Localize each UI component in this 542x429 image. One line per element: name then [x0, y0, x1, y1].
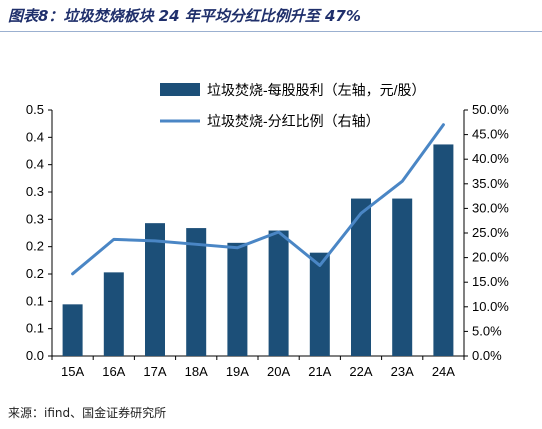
source-note: 来源：ifind、国金证券研究所	[8, 406, 167, 420]
left-tick-label: 0.3	[26, 211, 44, 226]
right-tick-label: 15.0%	[472, 274, 509, 289]
right-tick-label: 10.0%	[472, 299, 509, 314]
x-tick-label: 22A	[349, 364, 372, 379]
left-tick-label: 0.0	[26, 348, 44, 363]
x-tick-label: 21A	[308, 364, 331, 379]
bar	[351, 198, 371, 356]
bar	[309, 252, 330, 356]
left-tick-label: 0.2	[26, 266, 44, 281]
bar	[268, 230, 289, 356]
title-divider	[0, 31, 542, 32]
right-tick-label: 50.0%	[472, 102, 509, 117]
right-tick-label: 0.0%	[472, 348, 502, 363]
left-tick-label: 0.4	[26, 129, 44, 144]
legend-line-label: 垃圾焚烧-分红比例（右轴）	[207, 113, 380, 129]
right-tick-label: 40.0%	[472, 151, 509, 166]
figure-title: 图表8：垃圾焚烧板块 24 年平均分红比例升至 47%	[8, 7, 361, 25]
bar	[392, 198, 413, 356]
left-tick-label: 0.1	[26, 321, 44, 336]
right-tick-label: 35.0%	[472, 176, 509, 191]
tick-labels: 0.0 0.1 0.1 0.2 0.2 0.3 0.3 0.4 0.4 0.5 0.0% 5.0% 10…	[26, 102, 509, 379]
left-tick-label: 0.4	[26, 157, 44, 172]
bar	[186, 228, 207, 356]
right-tick-label: 30.0%	[472, 200, 509, 215]
right-tick-label: 25.0%	[472, 225, 509, 240]
legend: 垃圾焚烧-每股股利（左轴，元/股） 垃圾焚烧-分红比例（右轴）	[160, 82, 426, 129]
left-tick-label: 0.2	[26, 239, 44, 254]
x-tick-label: 16A	[102, 364, 125, 379]
x-tick-label: 23A	[391, 364, 414, 379]
x-tick-label: 20A	[267, 364, 290, 379]
line-series	[71, 123, 445, 276]
bar	[227, 242, 248, 356]
right-tick-label: 20.0%	[472, 250, 509, 265]
x-tick-label: 18A	[185, 364, 208, 379]
bar	[145, 223, 165, 356]
right-tick-label: 5.0%	[472, 323, 502, 338]
bar	[433, 144, 454, 356]
bar	[62, 304, 83, 356]
x-tick-label: 19A	[226, 364, 249, 379]
bar	[103, 272, 124, 356]
payout-ratio-line	[71, 123, 445, 276]
left-tick-label: 0.3	[26, 184, 44, 199]
left-tick-label: 0.5	[26, 102, 44, 117]
legend-bar-label: 垃圾焚烧-每股股利（左轴，元/股）	[207, 82, 426, 98]
legend-bar-swatch	[160, 83, 200, 96]
x-tick-label: 17A	[143, 364, 166, 379]
left-tick-label: 0.1	[26, 293, 44, 308]
x-tick-label: 24A	[432, 364, 455, 379]
bar-series	[62, 144, 454, 356]
right-tick-label: 45.0%	[472, 127, 509, 142]
x-tick-label: 15A	[61, 364, 84, 379]
